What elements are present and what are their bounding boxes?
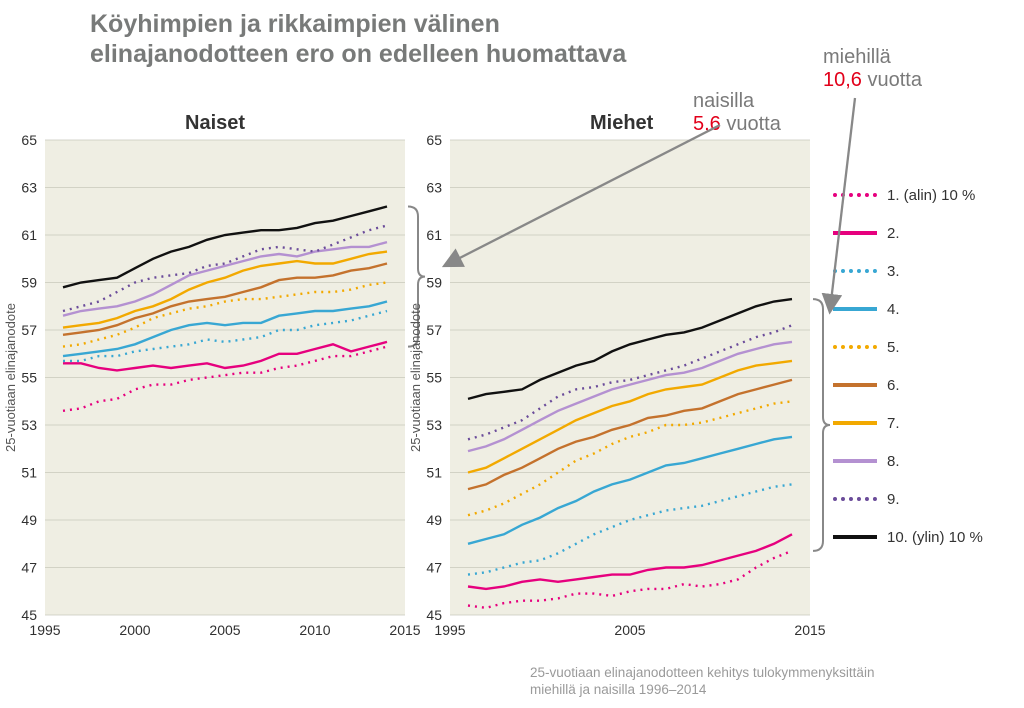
svg-text:51: 51 [426,465,442,481]
svg-text:47: 47 [426,560,442,576]
svg-text:55: 55 [21,370,37,386]
svg-text:45: 45 [426,607,442,623]
legend-item: 4. [833,290,983,328]
svg-text:1995: 1995 [434,622,465,638]
brace-icon [813,299,830,551]
chart-caption: 25-vuotiaan elinajanodotteen kehitys tul… [530,665,874,699]
legend-swatch [833,421,877,425]
legend-label: 6. [887,377,900,394]
panel-title-miehet: Miehet [590,112,653,135]
annot-naisilla: naisilla 5,6 vuotta [693,90,781,136]
svg-text:49: 49 [21,512,37,528]
svg-text:53: 53 [21,417,37,433]
svg-text:63: 63 [21,180,37,196]
svg-text:53: 53 [426,417,442,433]
legend-label: 3. [887,263,900,280]
svg-text:59: 59 [21,275,37,291]
svg-text:61: 61 [426,227,442,243]
legend-item: 9. [833,480,983,518]
legend-swatch [833,459,877,463]
legend-label: 7. [887,415,900,432]
svg-text:59: 59 [426,275,442,291]
legend-swatch [833,535,877,539]
legend-swatch [833,269,877,273]
legend-swatch [833,383,877,387]
svg-text:65: 65 [21,132,37,148]
legend-item: 1. (alin) 10 % [833,176,983,214]
legend-swatch [833,193,877,197]
svg-text:57: 57 [21,322,37,338]
svg-text:61: 61 [21,227,37,243]
svg-text:51: 51 [21,465,37,481]
panel-title-naiset: Naiset [185,112,245,135]
chart-panel: 454749515355575961636519952005201525-vuo… [450,140,810,645]
svg-text:2015: 2015 [794,622,825,638]
legend-swatch [833,497,877,501]
legend-swatch [833,345,877,349]
legend-item: 7. [833,404,983,442]
svg-text:25-vuotiaan elinajanodote: 25-vuotiaan elinajanodote [3,303,18,452]
legend-item: 3. [833,252,983,290]
legend-item: 10. (ylin) 10 % [833,518,983,556]
legend-label: 1. (alin) 10 % [887,187,975,204]
legend-label: 2. [887,225,900,242]
annot-miehilla: miehillä 10,6 vuotta [823,46,922,92]
svg-text:45: 45 [21,607,37,623]
svg-text:2010: 2010 [299,622,330,638]
svg-text:2005: 2005 [614,622,645,638]
svg-text:63: 63 [426,180,442,196]
legend-label: 4. [887,301,900,318]
svg-text:47: 47 [21,560,37,576]
svg-text:49: 49 [426,512,442,528]
svg-text:1995: 1995 [29,622,60,638]
legend-item: 5. [833,328,983,366]
chart-panel: 4547495153555759616365199520002005201020… [45,140,405,645]
title-line2: elinajanodotteen ero on edelleen huomatt… [90,40,626,68]
legend-item: 8. [833,442,983,480]
legend-label: 9. [887,491,900,508]
legend: 1. (alin) 10 % 2. 3. 4. 5. 6. 7. 8. 9. 10. (ylin)… [833,176,983,556]
legend-label: 5. [887,339,900,356]
legend-swatch [833,231,877,235]
legend-label: 10. (ylin) 10 % [887,529,983,546]
legend-label: 8. [887,453,900,470]
svg-text:2000: 2000 [119,622,150,638]
legend-item: 6. [833,366,983,404]
svg-text:2015: 2015 [389,622,420,638]
title-line1: Köyhimpien ja rikkaimpien välinen [90,10,500,38]
svg-text:55: 55 [426,370,442,386]
svg-text:2005: 2005 [209,622,240,638]
svg-text:25-vuotiaan elinajanodote: 25-vuotiaan elinajanodote [408,303,423,452]
legend-swatch [833,307,877,311]
legend-item: 2. [833,214,983,252]
svg-text:57: 57 [426,322,442,338]
page-title: Köyhimpien ja rikkaimpien välinen elinaj… [90,10,626,69]
svg-text:65: 65 [426,132,442,148]
